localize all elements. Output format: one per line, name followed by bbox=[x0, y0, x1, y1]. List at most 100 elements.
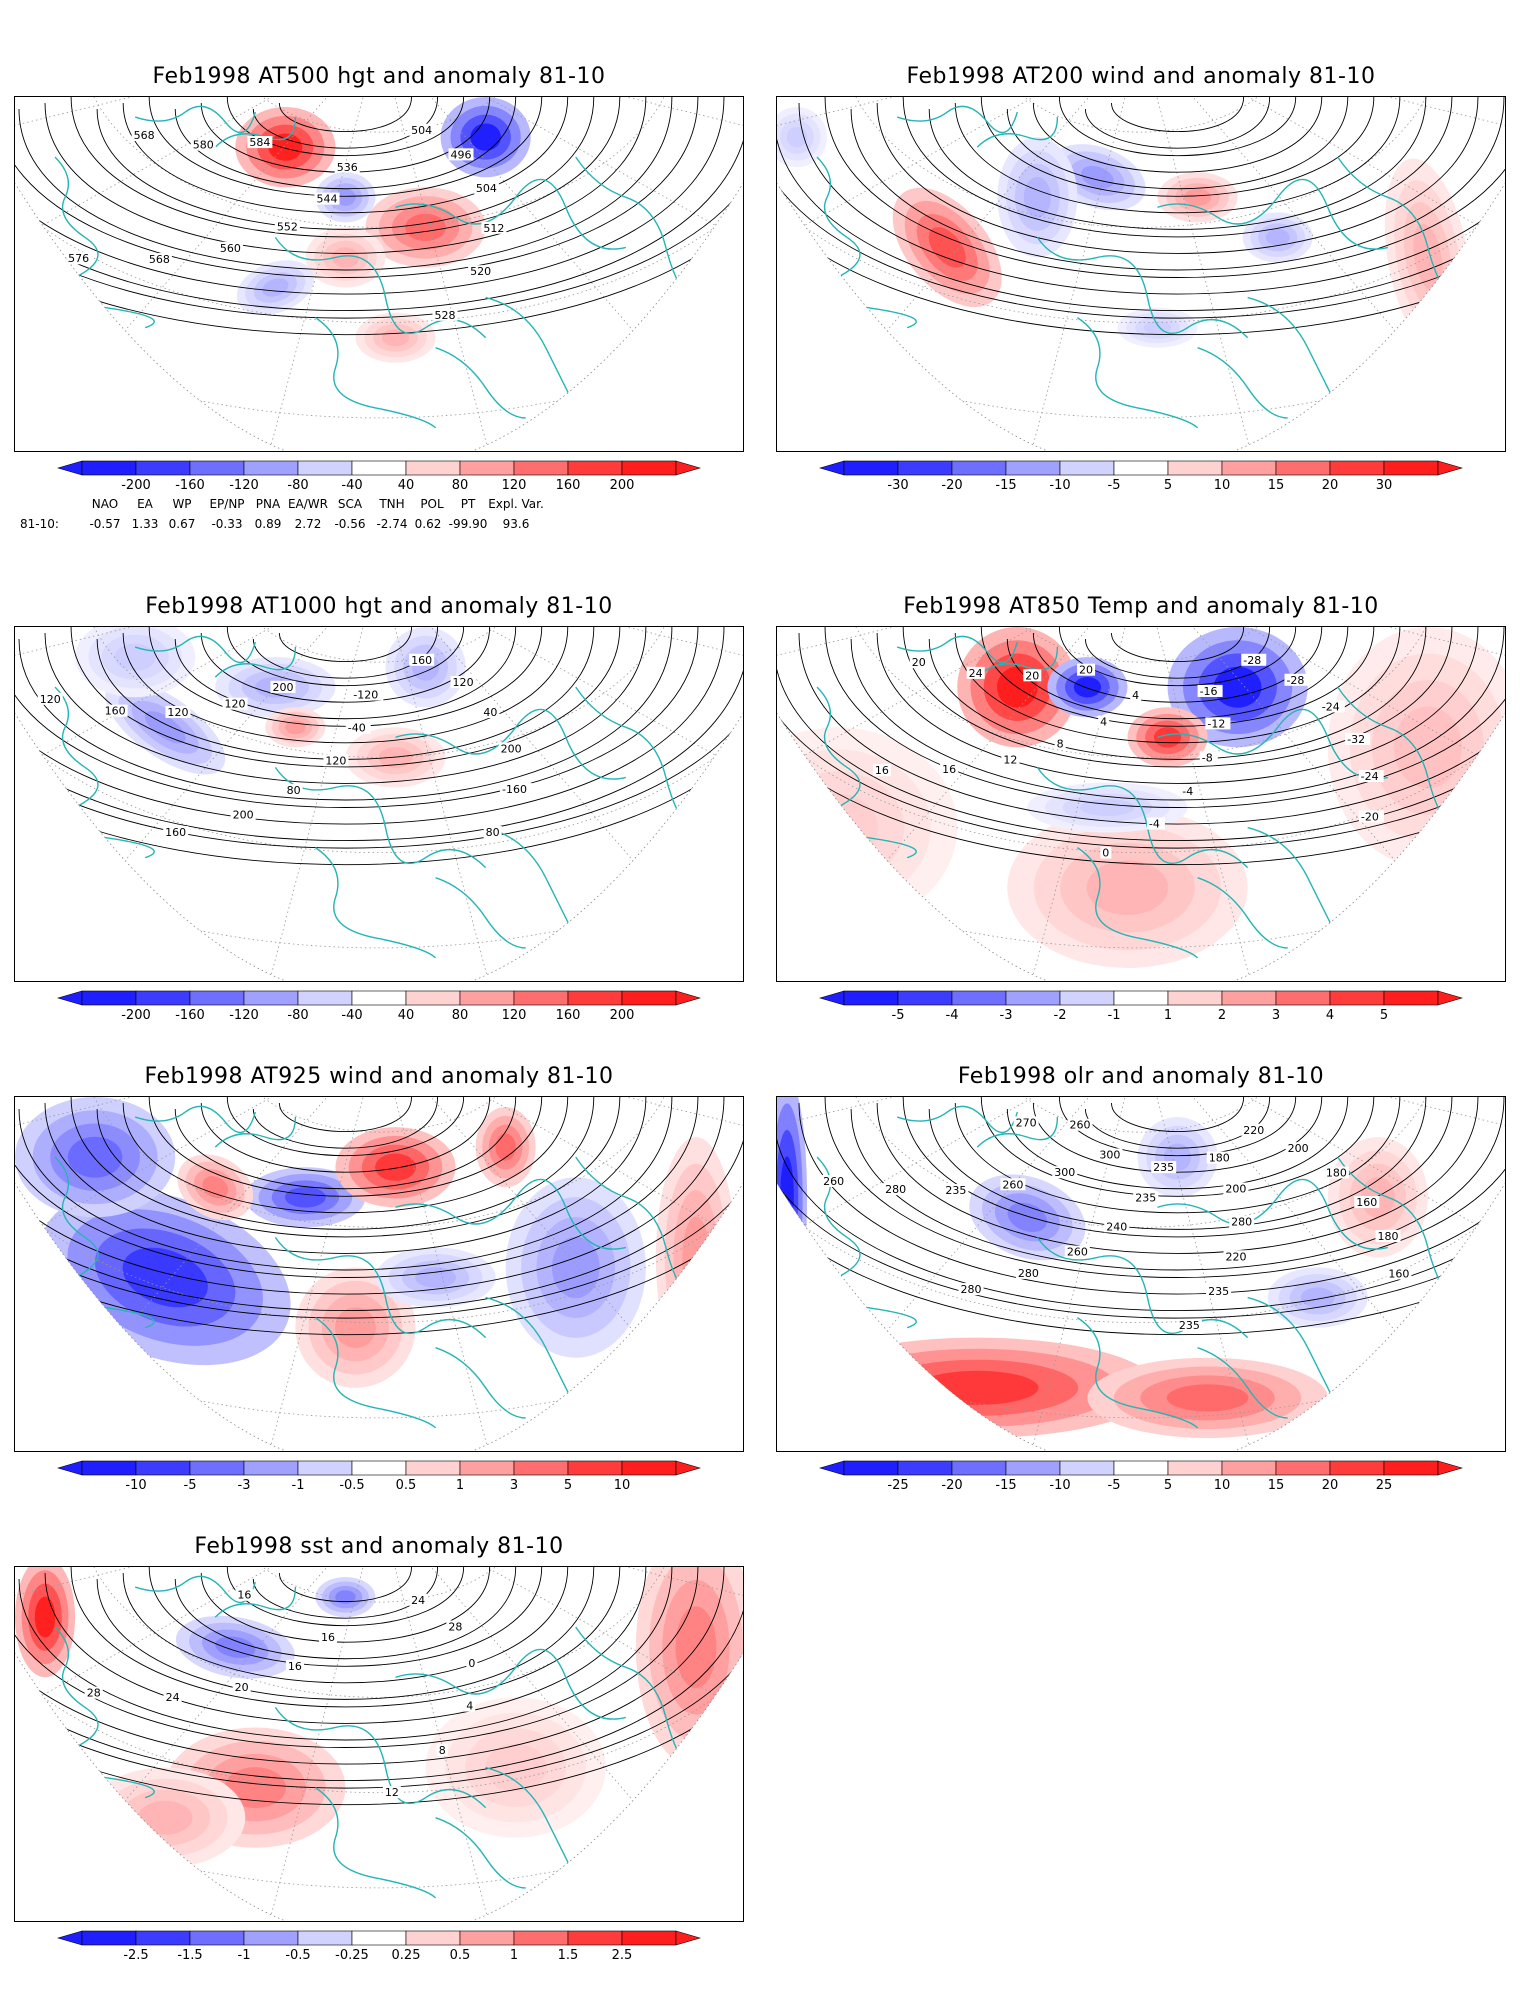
teleconnection-header: Expl. Var. bbox=[488, 497, 544, 511]
contour-label: 20 bbox=[1025, 669, 1039, 682]
teleconnection-value: -0.56 bbox=[334, 517, 366, 531]
contour-label: 584 bbox=[249, 136, 270, 149]
colorbar-swatch bbox=[513, 460, 569, 476]
colorbar-tick-label: 1 bbox=[509, 1948, 519, 1963]
contour-line bbox=[1111, 627, 1245, 662]
contour-line bbox=[15, 627, 743, 866]
map-canvas bbox=[15, 1097, 743, 1451]
colorbar-tick-label: 5 bbox=[1163, 478, 1173, 493]
map-at1000: 160 120 40 200 -160 80 -120 -40 120 80 200 160 200 12… bbox=[14, 626, 744, 982]
contour-line bbox=[122, 97, 569, 214]
contour-label: 160 bbox=[1356, 1196, 1377, 1209]
coastline bbox=[274, 1237, 487, 1339]
colorbar-right-arrow bbox=[1437, 990, 1464, 1006]
colorbar-right-arrow bbox=[675, 1930, 702, 1946]
contour-label: 0 bbox=[468, 1657, 475, 1670]
colorbar-tick-label: -4 bbox=[945, 1008, 959, 1023]
contour-label: 240 bbox=[1106, 1220, 1127, 1233]
contour-line bbox=[15, 1097, 699, 1278]
teleconnection-header: EP/NP bbox=[209, 497, 245, 511]
contour-line bbox=[148, 97, 543, 197]
colorbar-tick-label: 200 bbox=[609, 478, 635, 493]
colorbar-tick-label: -5 bbox=[1107, 1478, 1121, 1493]
contour-label: 235 bbox=[1153, 1161, 1174, 1174]
colorbar-swatch bbox=[843, 990, 899, 1006]
coastline bbox=[1157, 1178, 1389, 1250]
contour-line bbox=[928, 627, 1427, 760]
anomaly-shading bbox=[485, 1743, 547, 1792]
colorbar-right-arrow bbox=[675, 990, 702, 1006]
coastline bbox=[274, 1707, 487, 1809]
colorbar-tick-label: 1 bbox=[1163, 1008, 1173, 1023]
anomaly-shading bbox=[1023, 176, 1051, 218]
colorbar-tick-label: 10 bbox=[613, 1478, 631, 1493]
contour-line bbox=[70, 1097, 621, 1238]
coastline bbox=[1197, 1347, 1288, 1419]
coastline bbox=[896, 635, 1019, 664]
contour-line bbox=[824, 97, 1505, 278]
map-sst: 24 28 0 4 8 12 16 16 20 24 28 28 16 bbox=[14, 1566, 744, 1922]
contour-label: 528 bbox=[435, 309, 456, 322]
anomaly-shading bbox=[335, 1307, 376, 1349]
anomaly-shading bbox=[1081, 165, 1114, 189]
contour-line bbox=[876, 1097, 1479, 1254]
contour-line bbox=[200, 1097, 491, 1173]
contour-line bbox=[850, 97, 1505, 271]
coastline bbox=[575, 156, 697, 309]
colorbar-left-arrow bbox=[56, 990, 83, 1006]
contour-line bbox=[15, 97, 699, 278]
anomaly-shading bbox=[202, 1176, 229, 1199]
contour-label: 120 bbox=[453, 676, 474, 689]
colorbar-swatch bbox=[297, 1460, 353, 1476]
contour-label: 200 bbox=[1225, 1182, 1246, 1195]
anomaly-shading bbox=[1080, 798, 1135, 817]
anomaly-shading bbox=[796, 793, 878, 862]
contour-line bbox=[1032, 97, 1323, 173]
colorbar-swatch bbox=[1329, 460, 1385, 476]
coastline bbox=[54, 156, 155, 329]
colorbar-left-arrow bbox=[56, 460, 83, 476]
contour-label: 260 bbox=[1002, 1178, 1023, 1191]
colorbar-tick-label: 1 bbox=[455, 1478, 465, 1493]
colorbar-at850: -5 -4 -3 -2 -1 1 2 3 4 5 bbox=[818, 990, 1464, 1023]
longitude-gridline bbox=[1140, 1097, 1505, 1424]
colorbar-swatch bbox=[81, 990, 137, 1006]
colorbar-tick-label: -0.25 bbox=[335, 1948, 369, 1963]
colorbar-tick-label: 2.5 bbox=[611, 1948, 633, 1963]
coastline bbox=[395, 708, 627, 780]
colorbar-tick-label: -25 bbox=[887, 1478, 909, 1493]
teleconnection-value: 1.33 bbox=[131, 517, 159, 531]
anomaly-shading bbox=[262, 278, 289, 297]
colorbar-at1000: -200 -160 -120 -80 -40 40 80 120 160 200 bbox=[56, 990, 702, 1023]
contour-line bbox=[798, 627, 1505, 825]
colorbar-tick-label: 80 bbox=[451, 1008, 469, 1023]
contour-label: 180 bbox=[1378, 1230, 1399, 1243]
contour-line bbox=[278, 1567, 412, 1602]
contour-label: 536 bbox=[337, 161, 358, 174]
colorbar-tick-label: 15 bbox=[1267, 478, 1285, 493]
longitude-gridline bbox=[15, 1097, 380, 1424]
teleconnection-header: PNA bbox=[255, 497, 281, 511]
colorbar-swatch bbox=[897, 460, 953, 476]
contour-line bbox=[15, 1097, 743, 1311]
anomaly-shading bbox=[1183, 188, 1212, 206]
contour-line bbox=[15, 1097, 743, 1336]
longitude-gridline bbox=[378, 1567, 743, 1894]
panel-title-at925: Feb1998 AT925 wind and anomaly 81-10 bbox=[144, 1064, 614, 1089]
anomaly-shading bbox=[381, 329, 410, 347]
coastline bbox=[575, 686, 697, 839]
contour-line bbox=[954, 627, 1401, 744]
contour-line bbox=[824, 627, 1505, 808]
contour-line bbox=[252, 97, 439, 149]
colorbar-tick-label: 3 bbox=[509, 1478, 519, 1493]
colorbar-swatch bbox=[843, 1460, 899, 1476]
colorbar-tick-label: 10 bbox=[1213, 1478, 1231, 1493]
coastline bbox=[134, 105, 257, 134]
contour-label: -12 bbox=[1207, 717, 1225, 730]
colorbar-swatch bbox=[135, 1460, 191, 1476]
longitude-gridline bbox=[15, 627, 380, 954]
contour-line bbox=[15, 1567, 699, 1748]
contour-line bbox=[15, 1567, 725, 1765]
longitude-gridline bbox=[378, 97, 743, 451]
colorbar-swatch bbox=[135, 460, 191, 476]
